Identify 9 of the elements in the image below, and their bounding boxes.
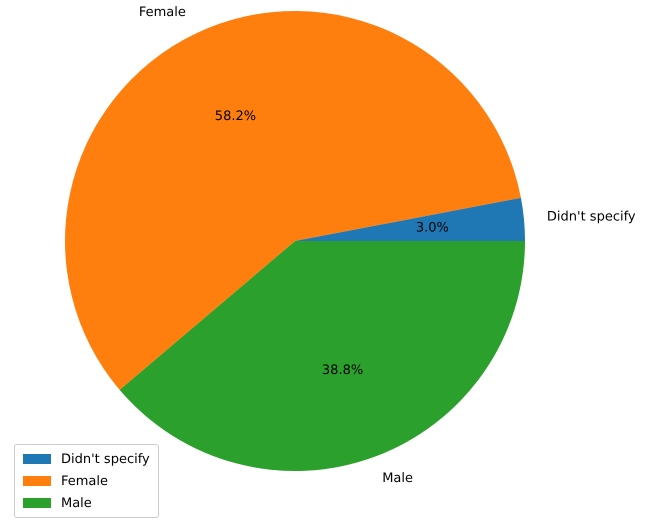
- slice-label: Female: [138, 5, 186, 20]
- data-label: 38.8%: [322, 362, 364, 378]
- data-label: 58.2%: [214, 108, 256, 124]
- legend-label: Male: [61, 496, 92, 510]
- legend-label: Female: [61, 474, 108, 488]
- legend-label: Didn't specify: [61, 452, 150, 466]
- slice-label: Male: [382, 470, 413, 486]
- data-label: 3.0%: [416, 220, 449, 236]
- slice-label: Didn't specify: [546, 210, 636, 225]
